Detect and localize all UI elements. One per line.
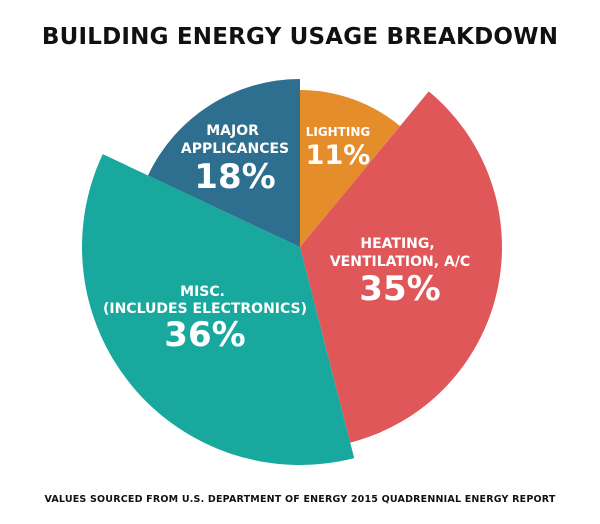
label-hvac: HEATING, VENTILATION, A/C [330,236,470,270]
slice-major-appliances [147,79,300,247]
label-lighting-line-1: LIGHTING [306,125,371,139]
label-misc-line-1: MISC. [180,284,225,300]
label-misc-line-2: (INCLUDES ELECTRONICS) [103,301,307,317]
value-hvac: 35% [359,269,440,309]
label-misc: MISC. (INCLUDES ELECTRONICS) [103,284,307,317]
source-footnote: VALUES SOURCED FROM U.S. DEPARTMENT OF E… [44,494,556,505]
label-lighting: LIGHTING [306,125,371,139]
label-hvac-line-1: HEATING, [360,236,434,252]
value-lighting: 11% [306,140,371,171]
slice-misc [82,154,355,465]
slice-hvac [300,91,502,443]
value-misc: 36% [164,315,245,355]
value-major-appliances: 18% [194,157,275,197]
label-hvac-line-2: VENTILATION, A/C [330,254,470,270]
label-major-appliances: MAJOR APPLICANCES [181,123,289,157]
slice-lighting [300,90,401,247]
chart-title: BUILDING ENERGY USAGE BREAKDOWN [41,24,559,50]
label-major-appliances-line-2: APPLICANCES [181,141,289,157]
label-major-appliances-line-1: MAJOR [206,123,259,139]
